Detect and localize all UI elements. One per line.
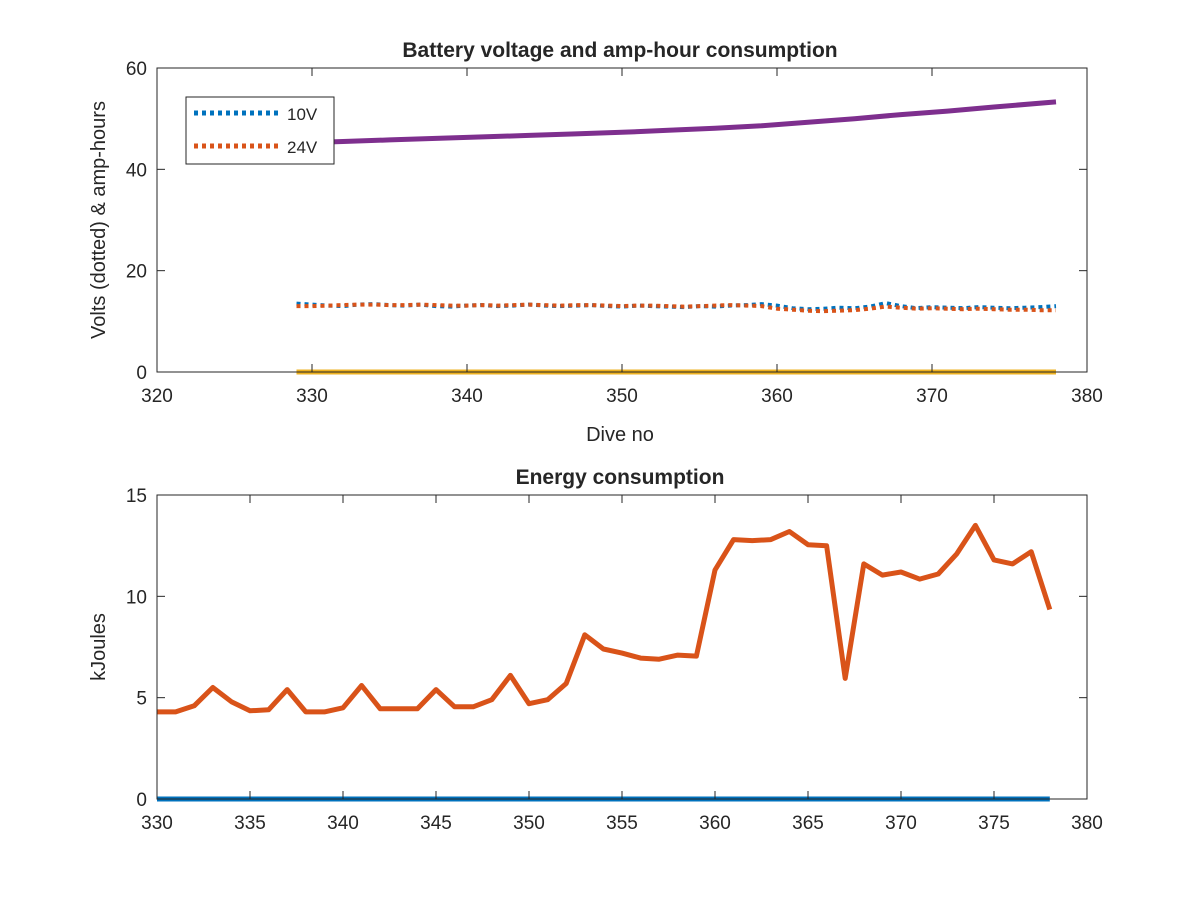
- plot1-x-tick-label: 380: [1071, 386, 1103, 407]
- plot1-x-tick-label: 370: [916, 386, 948, 407]
- plot1-y-axis-label: Volts (dotted) & amp-hours: [88, 101, 110, 339]
- plot2-x-tick-label: 345: [420, 813, 452, 834]
- plot1-legend: 10V 24V: [185, 96, 335, 165]
- plot1-x-tick-label: 350: [606, 386, 638, 407]
- plot1-x-tick-label: 360: [761, 386, 793, 407]
- plot1-x-tick-label: 330: [296, 386, 328, 407]
- plot1-ticks: 320 330 340 350 360 370 380 0 20 40 60: [126, 59, 1103, 407]
- plot2-x-tick-label: 360: [699, 813, 731, 834]
- plot1-series-line-3: [296, 99, 1057, 146]
- plot1-y-tick-label: 0: [136, 363, 147, 384]
- plot1-series-line-24v: [296, 302, 1056, 314]
- plot2-x-tick-label: 380: [1071, 813, 1103, 834]
- plot1-title: Battery voltage and amp-hour consumption: [402, 39, 837, 62]
- plot1-x-tick-label: 320: [141, 386, 173, 407]
- plot2-y-tick-label: 10: [126, 587, 147, 608]
- plot2-x-tick-label: 375: [978, 813, 1010, 834]
- plot2-y-tick-label: 5: [136, 689, 147, 710]
- plot2-y-tick-label: 0: [136, 790, 147, 811]
- plot1-y-tick-label: 60: [126, 59, 147, 80]
- plot2-y-axis-label: kJoules: [88, 613, 110, 681]
- plot2-x-tick-label: 330: [141, 813, 173, 834]
- plot1-y-tick-label: 40: [126, 160, 147, 181]
- plot2-x-tick-label: 370: [885, 813, 917, 834]
- plot2-series-line-1: [157, 522, 1053, 715]
- plot1-x-axis-label: Dive no: [586, 424, 654, 446]
- plot2-x-tick-label: 350: [513, 813, 545, 834]
- plot1-x-tick-label: 340: [451, 386, 483, 407]
- legend-box: [185, 96, 335, 165]
- plot2-title: Energy consumption: [516, 466, 725, 489]
- plot2-x-tick-label: 340: [327, 813, 359, 834]
- plot2-x-tick-label: 365: [792, 813, 824, 834]
- plot2-ticks: 330 335 340 345 350 355 360 365 370 375 380 0 5 10 15: [126, 486, 1103, 834]
- plot1-y-tick-label: 20: [126, 262, 147, 283]
- plot-battery-voltage: Battery voltage and amp-hour consumption…: [88, 39, 1103, 446]
- plot2-x-tick-label: 335: [234, 813, 266, 834]
- plot2-y-tick-label: 15: [126, 486, 147, 507]
- legend-label-10v: 10V: [287, 105, 318, 124]
- legend-label-24v: 24V: [287, 138, 318, 157]
- plot-energy-consumption: Energy consumption 330 335 340 345 350 355 360…: [88, 466, 1103, 834]
- plot2-x-tick-label: 355: [606, 813, 638, 834]
